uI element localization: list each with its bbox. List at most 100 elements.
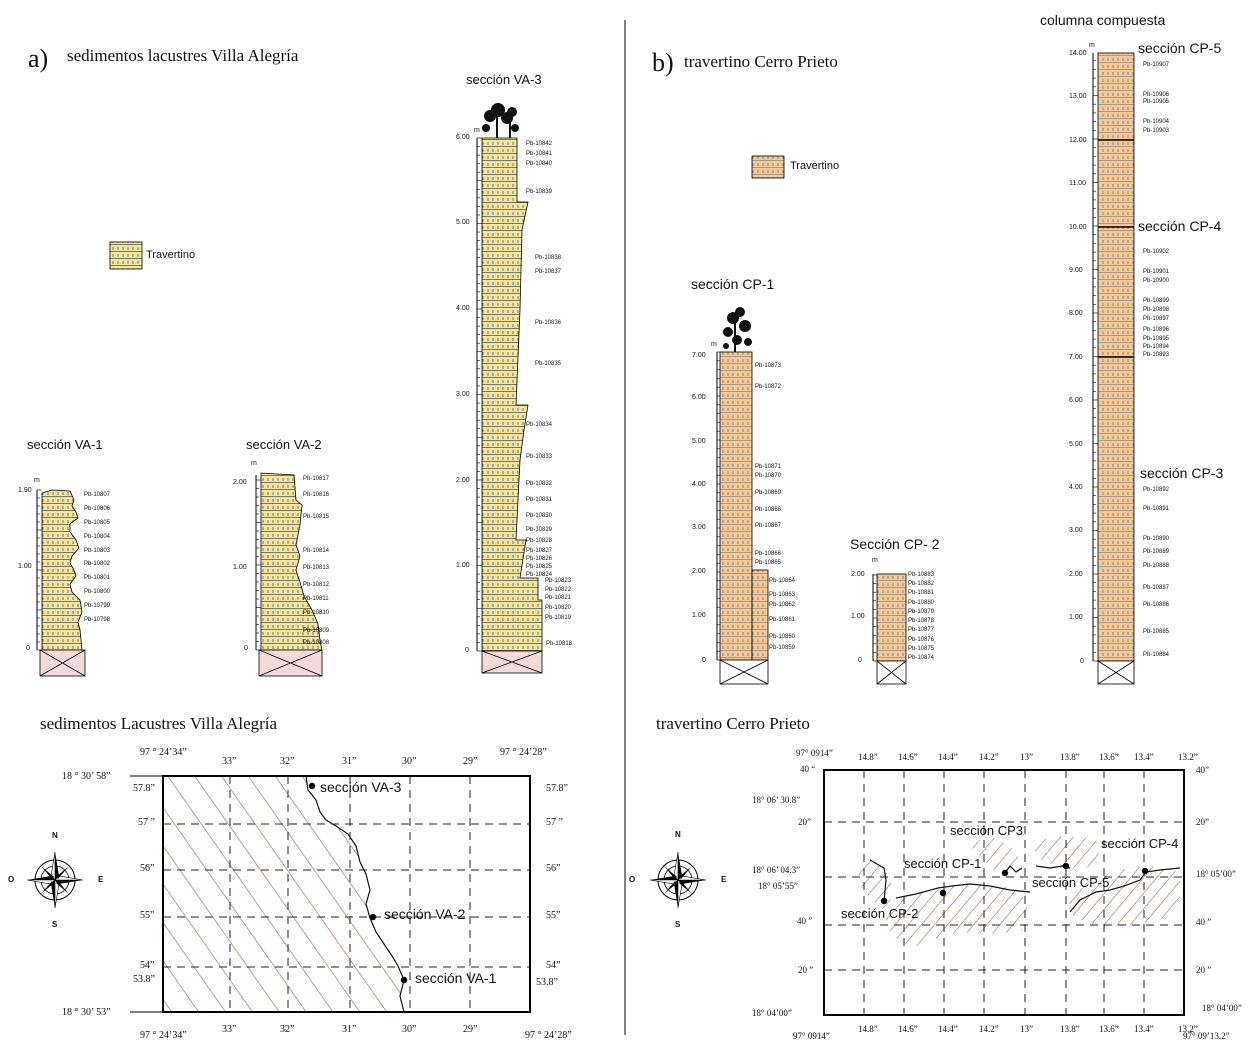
sample-label: Pb-10891 [1143, 506, 1170, 512]
map-a-label-va2: sección VA-2 [384, 906, 466, 922]
point-cp1 [939, 889, 947, 897]
map-a-lat-tick: 56” [140, 863, 155, 874]
map-b-lat-right: 20 ” [1196, 965, 1212, 975]
map-b-lat-left: 20 ” [798, 965, 814, 975]
map-b-lon-tick: 13.4” [1134, 752, 1154, 762]
map-b-label-cp2: sección CP-2 [841, 906, 919, 921]
compass-b-e: E [721, 875, 727, 884]
sample-label: Pb-10903 [1143, 128, 1170, 134]
map-b-lon-tick: 14.8” [858, 752, 878, 762]
map-b-lon-tick: 13.2” [1178, 1024, 1198, 1034]
sample-label: Pb-10876 [908, 636, 935, 643]
map-b-lon-tick: 14.8” [858, 1024, 878, 1034]
sample-label: Pb-10900 [1143, 278, 1170, 284]
sample-label: Pb-10814 [303, 548, 330, 554]
sample-label: Pb-10863 [769, 592, 796, 598]
map-b-lon-tick: 13.4” [1134, 1024, 1154, 1034]
sample-label: Pb-10831 [526, 497, 553, 503]
sample-label: Pb-10817 [303, 476, 330, 482]
sample-label: Pb-10798 [84, 617, 111, 623]
sample-label: Pb-10859 [769, 645, 796, 651]
composite-tick-label: 7.00 [1069, 353, 1083, 361]
composite-tick-label: 6.00 [1069, 397, 1083, 405]
map-a-lon-tick: 29” [463, 1024, 478, 1035]
sample-label: Pb-10813 [303, 565, 330, 571]
sample-label: Pb-10867 [755, 523, 782, 529]
section-cp2-column [872, 573, 907, 685]
map-a-lon-tick: 31” [342, 756, 357, 767]
map-b-corner-bl: 97° 0914” [793, 1031, 830, 1041]
map-b-corner-br: 97° 09’13.2” [1183, 1031, 1230, 1041]
sample-label: Pb-10837 [535, 269, 562, 275]
sample-label: Pb-10822 [545, 587, 572, 593]
va3-tick-label: 6.00 [456, 134, 470, 141]
composite-tick-label: 10.00 [1069, 223, 1087, 231]
composite-column [1092, 52, 1135, 685]
sample-label: Pb-10807 [84, 492, 111, 498]
point-cp4 [1141, 867, 1149, 875]
section-cp1-column [716, 307, 769, 685]
map-b [823, 769, 1185, 1016]
composite-unit: m [1089, 42, 1095, 49]
panel-b-title: travertino Cerro Prieto [684, 52, 838, 71]
va3-tick-label: 1.00 [456, 562, 470, 569]
sample-label: Pb-10829 [526, 527, 553, 533]
map-a-lon-tick: 33” [222, 756, 237, 767]
map-a-label-va3: sección VA-3 [320, 779, 402, 795]
sample-label: Pb-10904 [1143, 119, 1170, 125]
cp1-tick-label: 1.00 [692, 612, 706, 619]
cp1-tick-label: 0 [702, 657, 706, 664]
sample-label: Pb-10906 [1143, 92, 1170, 98]
sample-label: Pb-10838 [535, 255, 562, 261]
legend-b-swatch [751, 155, 785, 179]
sample-label: Pb-10833 [526, 454, 553, 460]
sample-label: Pb-10802 [84, 561, 111, 568]
cp1-title: sección CP-1 [691, 276, 775, 292]
cp1-tick-label: 3.00 [692, 524, 706, 531]
sample-label: Pb-10889 [1143, 549, 1170, 555]
map-b-lat-left: 18° 06’ 30.8” [752, 795, 801, 805]
sample-label: Pb-10810 [303, 610, 330, 616]
sample-label: Pb-10811 [303, 596, 329, 602]
map-b-lon-tick: 14.6” [898, 752, 918, 762]
sample-label: Pb-10803 [84, 547, 111, 554]
map-b-lat-right: 18° 04’00” [1202, 1003, 1242, 1013]
compass-a-n: N [52, 831, 58, 840]
map-a-lat-tick: 56” [546, 863, 561, 874]
map-b-lon-tick: 13” [1020, 1024, 1033, 1034]
map-b-lat-right: 18° 05’00” [1196, 869, 1236, 879]
sample-label: Pb-10899 [1143, 298, 1170, 304]
compass-a-icon [26, 851, 84, 909]
sample-label: Pb-10869 [755, 490, 782, 496]
compass-b-s: S [675, 920, 681, 929]
sample-label: Pb-10887 [1143, 585, 1170, 591]
composite-tick-label: 5.00 [1069, 440, 1083, 448]
map-b-lat-left: 18° 04’00” [752, 1008, 792, 1018]
sample-label: Pb-10809 [303, 628, 330, 634]
composite-title: columna compuesta [1040, 12, 1166, 28]
va2-unit: m [251, 460, 257, 467]
sample-label: Pb-10836 [535, 320, 562, 326]
map-b-lon-tick: 14.4” [938, 1024, 958, 1034]
sample-label: Pb-10816 [303, 492, 330, 498]
point-va3 [308, 782, 316, 790]
va3-tick-label: 0 [465, 647, 469, 654]
map-b-lat-left: 20” [798, 817, 811, 827]
map-a-title: sedimentos Lacustres Villa Alegría [40, 714, 278, 733]
cp2-tick-label: 0 [858, 657, 862, 664]
sample-label: Pb-10834 [526, 422, 553, 428]
sample-label: Pb-10818 [546, 641, 573, 647]
sample-label: Pb-10880 [908, 599, 935, 606]
cp1-tick-label: 4.00 [692, 481, 706, 488]
va2-tick-mid: 1.00 [233, 564, 247, 571]
map-b-lat-right: 40” [1196, 765, 1209, 775]
sample-label: Pb-10804 [84, 533, 111, 540]
sample-label: Pb-10806 [84, 505, 111, 512]
sample-label: Pb-10840 [526, 161, 553, 167]
va3-tick-label: 2.00 [456, 477, 470, 484]
sample-label: Pb-10873 [755, 363, 782, 369]
composite-tick-label: 0 [1080, 657, 1084, 665]
cp1-unit: m [711, 341, 717, 348]
sample-label: Pb-10894 [1143, 344, 1170, 350]
map-a-lat-tick: 57 ” [546, 817, 563, 828]
